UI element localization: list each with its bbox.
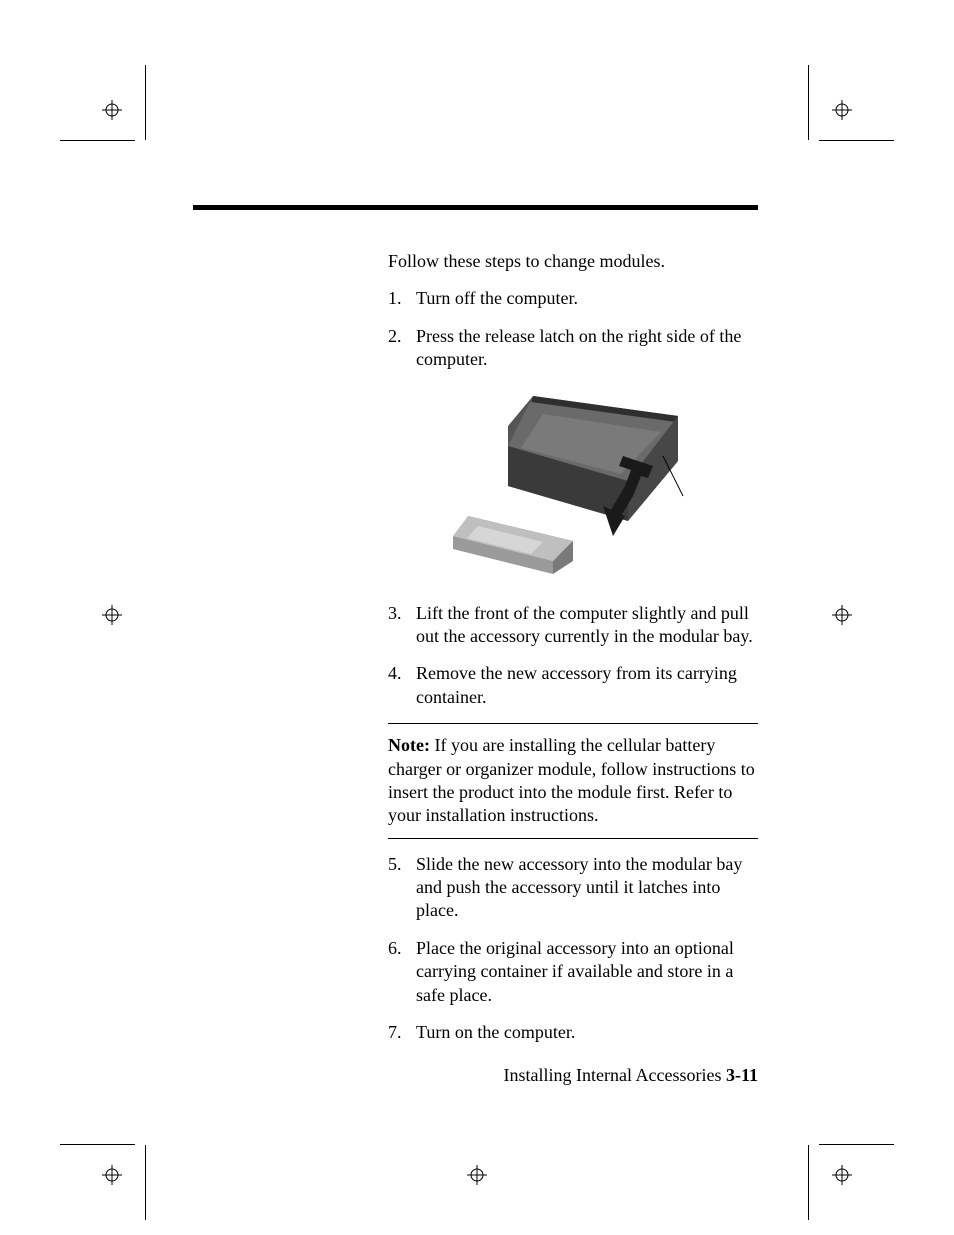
- page-footer: Installing Internal Accessories 3-11: [193, 1065, 758, 1086]
- module-release-figure: [388, 386, 758, 586]
- body-column: Follow these steps to change modules. Tu…: [388, 250, 758, 1044]
- registration-mark-bottom-center: [467, 1165, 487, 1185]
- steps-list-c: Slide the new accessory into the modular…: [388, 853, 758, 1045]
- note-text: If you are installing the cellular batte…: [388, 735, 755, 825]
- note-bottom-rule: [388, 838, 758, 839]
- steps-list-a: Turn off the computer. Press the release…: [388, 287, 758, 371]
- step-7: Turn on the computer.: [416, 1021, 758, 1044]
- registration-mark-left-mid: [102, 605, 122, 625]
- intro-paragraph: Follow these steps to change modules.: [388, 250, 758, 273]
- content-block: Follow these steps to change modules. Tu…: [193, 205, 758, 1058]
- registration-mark-bottom-left: [102, 1165, 122, 1185]
- registration-mark-right-mid: [832, 605, 852, 625]
- registration-mark-top-left: [102, 100, 122, 120]
- step-4: Remove the new accessory from its carryi…: [416, 662, 758, 709]
- steps-list-b: Lift the front of the computer slightly …: [388, 602, 758, 710]
- section-top-rule: [193, 205, 758, 210]
- note-label: Note:: [388, 735, 430, 755]
- laptop-eject-illustration: [453, 386, 693, 586]
- footer-page-number: 3-11: [726, 1065, 758, 1085]
- footer-chapter: Installing Internal Accessories: [504, 1065, 722, 1085]
- step-1: Turn off the computer.: [416, 287, 758, 310]
- step-2: Press the release latch on the right sid…: [416, 325, 758, 372]
- note-body: Note: If you are installing the cellular…: [388, 724, 758, 838]
- registration-mark-top-right: [832, 100, 852, 120]
- registration-mark-bottom-right: [832, 1165, 852, 1185]
- step-5: Slide the new accessory into the modular…: [416, 853, 758, 923]
- step-6: Place the original accessory into an opt…: [416, 937, 758, 1007]
- step-3: Lift the front of the computer slightly …: [416, 602, 758, 649]
- note-block: Note: If you are installing the cellular…: [388, 723, 758, 839]
